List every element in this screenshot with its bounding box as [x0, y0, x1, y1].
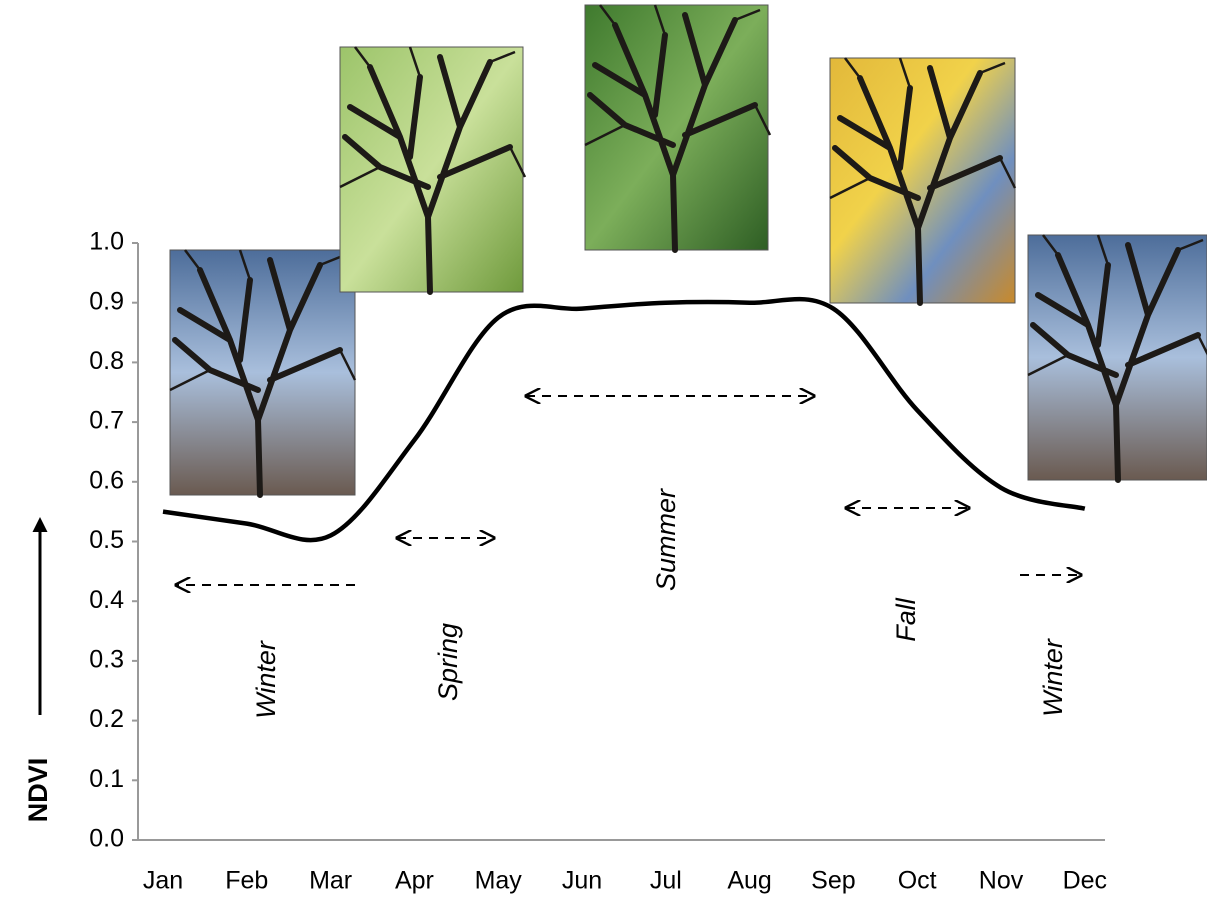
y-tick-label: 0.5	[89, 526, 124, 554]
x-tick-label: Dec	[1063, 867, 1107, 895]
fall-photo	[830, 58, 1015, 303]
season-label: Summer	[651, 488, 681, 591]
x-tick-label: Oct	[898, 867, 937, 895]
x-tick-label: Feb	[225, 867, 268, 895]
ndvi-line	[162, 296, 1086, 543]
y-tick-label: 0.7	[89, 407, 124, 435]
y-axis-label: NDVI	[23, 758, 53, 823]
x-tick-label: Nov	[979, 867, 1024, 895]
y-tick-label: 0.6	[89, 466, 124, 494]
photos	[170, 5, 1207, 495]
y-tick-label: 0.1	[89, 765, 124, 793]
y-tick-label: 0.3	[89, 646, 124, 674]
season-label: Fall	[891, 597, 921, 642]
winter-photo	[170, 250, 355, 495]
x-tick-label: May	[475, 867, 523, 895]
x-tick-label: Aug	[727, 867, 771, 895]
y-tick-label: 0.0	[89, 825, 124, 853]
summer-photo	[585, 5, 770, 250]
x-tick-label: Jul	[650, 867, 682, 895]
season-label: Winter	[251, 640, 281, 719]
spring-photo	[340, 47, 525, 292]
x-tick-label: Jun	[562, 867, 602, 895]
season-label: Spring	[433, 623, 463, 701]
x-tick-label: Sep	[811, 867, 855, 895]
y-tick-label: 0.4	[89, 586, 124, 614]
y-tick-label: 0.2	[89, 705, 124, 733]
y-tick-label: 0.8	[89, 347, 124, 375]
season-arrows	[176, 396, 1081, 585]
y-tick-label: 0.9	[89, 287, 124, 315]
x-tick-label: Apr	[395, 867, 434, 895]
y-tick-label: 1.0	[89, 228, 124, 256]
x-tick-label: Jan	[143, 867, 183, 895]
winter-photo	[1028, 235, 1207, 480]
season-label: Winter	[1038, 638, 1068, 717]
x-tick-label: Mar	[309, 867, 352, 895]
